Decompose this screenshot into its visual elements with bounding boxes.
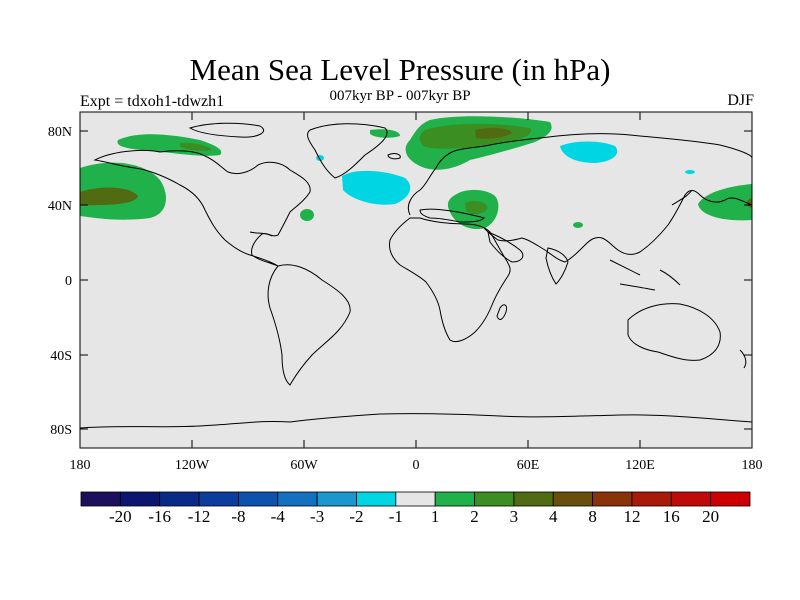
anomaly-central-asia-patch bbox=[573, 222, 583, 228]
colorbar-label-0: -20 bbox=[109, 507, 132, 526]
lon-tick-60w: 60W bbox=[290, 458, 318, 473]
colorbar-label-8: 1 bbox=[431, 507, 440, 526]
coastline-arctic-islands bbox=[188, 122, 265, 138]
colorbar bbox=[80, 491, 751, 507]
colorbar-label-7: -1 bbox=[389, 507, 403, 526]
anomaly-siberia-negative bbox=[560, 141, 618, 163]
colorbar-label-15: 20 bbox=[702, 507, 719, 526]
anomaly-scandinavia-core bbox=[475, 127, 512, 139]
anomaly-fields bbox=[80, 116, 752, 429]
colorbar-label-9: 2 bbox=[470, 507, 479, 526]
colorbar-box-4 bbox=[238, 491, 279, 507]
coastline-iceland bbox=[387, 153, 401, 160]
colorbar-box-15 bbox=[670, 491, 712, 507]
colorbar-box-13 bbox=[592, 491, 633, 507]
lon-tick-180-left: 180 bbox=[70, 458, 91, 473]
coastline-new-zealand bbox=[739, 349, 747, 369]
coastline-madagascar bbox=[496, 304, 507, 320]
map-title: Mean Sea Level Pressure (in hPa) bbox=[189, 52, 611, 87]
colorbar-box-6 bbox=[316, 491, 357, 507]
anomaly-north-atlantic-negative bbox=[342, 170, 411, 205]
map-background bbox=[80, 112, 752, 448]
colorbar-box-14 bbox=[631, 491, 672, 507]
season-label: DJF bbox=[727, 92, 754, 109]
coastline-japan bbox=[671, 189, 693, 206]
colorbar-box-12 bbox=[552, 491, 593, 507]
anomaly-north-pacific-east bbox=[698, 184, 752, 221]
experiment-label: Expt = tdxoh1-tdwzh1 bbox=[80, 93, 225, 110]
coastline-south-america bbox=[267, 264, 351, 386]
colorbar-box-9 bbox=[434, 491, 475, 507]
colorbar-label-12: 8 bbox=[588, 507, 597, 526]
coastline-greenland bbox=[307, 123, 388, 179]
anomaly-pacific-negative-small bbox=[685, 170, 695, 174]
colorbar-box-10 bbox=[474, 491, 515, 507]
anomaly-greenland-east bbox=[370, 129, 400, 138]
colorbar-label-6: -2 bbox=[349, 507, 363, 526]
lat-tick-0: 0 bbox=[65, 274, 72, 289]
colorbar-label-2: -12 bbox=[188, 507, 211, 526]
coastline-eurasia bbox=[407, 133, 752, 263]
lon-tick-120e: 120E bbox=[625, 458, 655, 473]
colorbar-label-14: 16 bbox=[663, 507, 680, 526]
anomaly-atlantic-patch bbox=[300, 209, 314, 221]
lat-tick-40n: 40N bbox=[48, 199, 72, 214]
coastline-antarctica bbox=[80, 413, 752, 429]
colorbar-label-10: 3 bbox=[510, 507, 519, 526]
colorbar-box-8 bbox=[395, 491, 436, 507]
lon-tick-180-right: 180 bbox=[742, 458, 763, 473]
coastline-mediterranean bbox=[419, 208, 485, 223]
colorbar-label-13: 12 bbox=[623, 507, 640, 526]
colorbar-box-2 bbox=[159, 491, 200, 507]
colorbar-box-11 bbox=[513, 491, 554, 507]
lat-tick-marks bbox=[80, 130, 752, 430]
coastline-southeast-asia bbox=[609, 259, 681, 291]
colorbar-box-16 bbox=[710, 491, 751, 507]
colorbar-label-5: -3 bbox=[310, 507, 324, 526]
lon-tick-60e: 60E bbox=[517, 458, 540, 473]
colorbar-box-7 bbox=[356, 491, 397, 507]
colorbar-label-1: -16 bbox=[148, 507, 171, 526]
lat-tick-80s: 80S bbox=[50, 423, 72, 438]
colorbar-label-3: -8 bbox=[231, 507, 245, 526]
colorbar-box-0 bbox=[80, 491, 121, 507]
coastline-gulf bbox=[249, 231, 273, 237]
colorbar-labels: -20 -16 -12 -8 -4 -3 -2 -1 1 2 3 4 8 12 16 20 bbox=[109, 507, 719, 526]
lon-tick-marks bbox=[191, 112, 641, 448]
lat-tick-40s: 40S bbox=[50, 349, 72, 364]
colorbar-box-3 bbox=[198, 491, 239, 507]
coastline-india bbox=[545, 247, 569, 285]
coastlines bbox=[80, 122, 752, 429]
colorbar-label-11: 4 bbox=[549, 507, 558, 526]
coastline-africa bbox=[389, 217, 511, 343]
anomaly-north-america-core bbox=[180, 142, 212, 151]
anomaly-north-pacific-west-core bbox=[80, 187, 138, 206]
colorbar-box-1 bbox=[119, 491, 161, 507]
lon-tick-0: 0 bbox=[413, 458, 420, 473]
colorbar-box-5 bbox=[277, 491, 318, 507]
map-subtitle: 007kyr BP - 007kyr BP bbox=[329, 88, 471, 104]
coastline-arabia bbox=[487, 231, 524, 263]
coastline-australia bbox=[627, 303, 721, 361]
lat-tick-80n: 80N bbox=[48, 125, 72, 140]
colorbar-label-4: -4 bbox=[271, 507, 286, 526]
anomaly-mediterranean-core bbox=[465, 200, 488, 215]
lon-tick-120w: 120W bbox=[175, 458, 210, 473]
